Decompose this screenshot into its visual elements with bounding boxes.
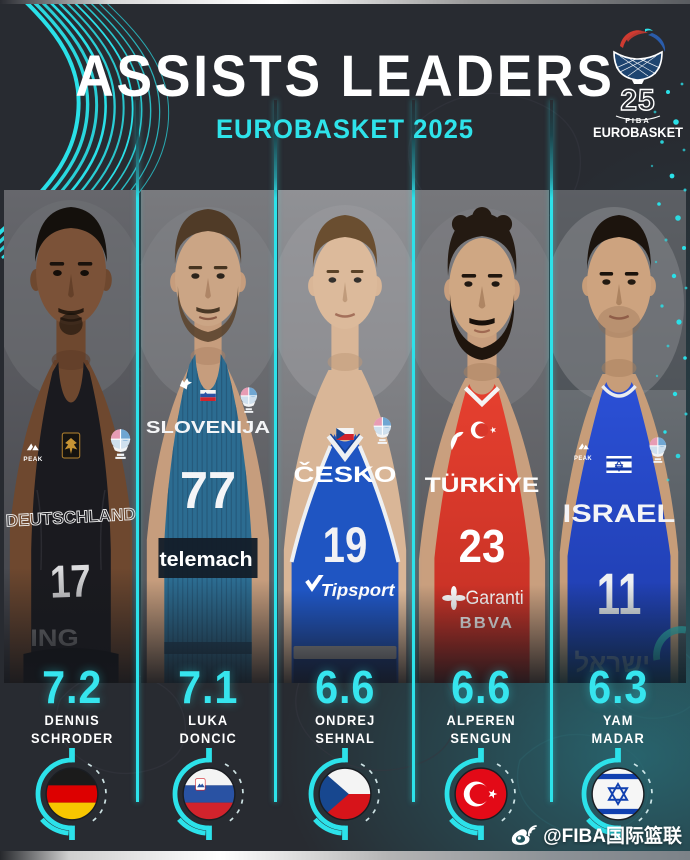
jersey-number: 19: [323, 517, 368, 573]
player-first-name: YAM: [602, 712, 634, 728]
israel-patch: [606, 456, 632, 473]
stat-value: 6.6: [451, 661, 512, 713]
player-last-name: SEHNAL: [315, 730, 375, 746]
jersey-brand-text: PEAK: [23, 456, 42, 463]
player-photo-luka-doncic: SLOVENIJA 77 telemach: [141, 190, 275, 683]
player-photo-row: PEAK DEUTSCHLAND 17 ING: [4, 190, 686, 683]
crescent-star-emblem: [470, 421, 496, 439]
israel-flag: [550, 748, 686, 841]
player-name: ALPEREN SENGUN: [417, 712, 547, 748]
czech-patch: [336, 428, 354, 440]
photo-czech: ČESKO 19 Tipsport: [278, 190, 412, 683]
player-last-name: MADAR: [591, 730, 645, 746]
stats-row: 7.2 DENNIS SCHRODER: [4, 661, 686, 841]
player-photo-alperen-sengun: TÜRKİYE 23 Garanti BBVA: [415, 190, 549, 683]
stat-card-sengun: 6.6 ALPEREN SENGUN: [413, 661, 549, 841]
player-photo-ondrej-sehnal: ČESKO 19 Tipsport: [278, 190, 412, 683]
player-name: LUKA DONCIC: [144, 712, 274, 748]
player-photo-dennis-schroder: PEAK DEUTSCHLAND 17 ING: [4, 190, 138, 683]
photo-slovenia: SLOVENIJA 77 telemach: [141, 190, 275, 683]
page-title: ASSISTS LEADERS: [75, 44, 615, 109]
logo-year: 25: [620, 84, 655, 117]
stat-card-sehnal: 6.6 ONDREJ SEHNAL: [277, 661, 413, 841]
player-last-name: DONCIC: [179, 730, 238, 746]
watermark-text: @FIBA国际篮联: [543, 826, 682, 847]
column-divider: [412, 100, 415, 802]
column-divider: [274, 100, 277, 802]
jersey-team-text: SLOVENIJA: [146, 417, 271, 437]
puma-logo: [450, 431, 464, 450]
stat-card-doncic: 7.1 LUKA DONCIC: [140, 661, 276, 841]
player-first-name: ONDREJ: [314, 712, 376, 728]
jersey-sponsor-text: telemach: [159, 549, 252, 571]
photo-israel: PEAK ISRAEL 11 ישראל: [552, 190, 686, 683]
fiba-eurobasket-logo: 25 FIBA EUROBASKET: [590, 24, 686, 149]
jersey-team-text: ČESKO: [294, 462, 397, 487]
jersey-team-text: TÜRKİYE: [425, 474, 540, 497]
watermark: @FIBA国际篮联: [511, 821, 682, 848]
slovenia-patch: [200, 390, 216, 401]
stat-value: 7.2: [42, 661, 103, 713]
jersey-brand-text: PEAK: [574, 456, 592, 462]
player-last-name: SENGUN: [450, 730, 513, 746]
fiba-eurobasket-logo-icon: 25 FIBA EUROBASKET: [593, 28, 684, 140]
player-first-name: DENNIS: [44, 712, 100, 728]
turkiye-flag: [413, 748, 549, 841]
stat-card-madar: 6.3 YAM MADAR: [550, 661, 686, 841]
stat-value: 6.3: [587, 661, 648, 713]
logo-wordmark: EUROBASKET: [593, 125, 684, 140]
top-edge-strip: [0, 0, 690, 4]
jersey-number: 23: [459, 520, 506, 572]
page-subtitle: EUROBASKET 2025: [215, 114, 475, 144]
player-last-name: SCHRODER: [30, 730, 114, 746]
czech-republic-flag: [277, 748, 413, 841]
tipsport-check-icon: [305, 575, 324, 592]
photo-turkiye: TÜRKİYE 23 Garanti BBVA: [415, 190, 549, 683]
germany-eagle-crest: [61, 432, 81, 459]
logo-fiba-label: FIBA: [625, 116, 651, 125]
player-first-name: ALPEREN: [446, 712, 517, 728]
player-name: DENNIS SCHRODER: [7, 712, 137, 748]
player-name: YAM MADAR: [553, 712, 683, 748]
player-photo-yam-madar: PEAK ISRAEL 11 ישראל: [552, 190, 686, 683]
jersey-team-text: ISRAEL: [563, 501, 676, 528]
jersey-number: 77: [180, 461, 236, 519]
player-first-name: LUKA: [188, 712, 229, 728]
stat-value: 7.1: [178, 661, 239, 713]
stat-value: 6.6: [314, 661, 376, 713]
weibo-icon: [511, 824, 538, 845]
germany-flag: [4, 748, 140, 841]
photo-germany: PEAK DEUTSCHLAND 17 ING: [4, 190, 138, 683]
slovenia-flag: [140, 748, 276, 841]
column-divider: [550, 100, 553, 802]
player-name: ONDREJ SEHNAL: [280, 712, 410, 748]
column-divider: [136, 100, 139, 802]
bottom-edge-strip: [0, 851, 690, 860]
stat-card-schroder: 7.2 DENNIS SCHRODER: [4, 661, 140, 841]
